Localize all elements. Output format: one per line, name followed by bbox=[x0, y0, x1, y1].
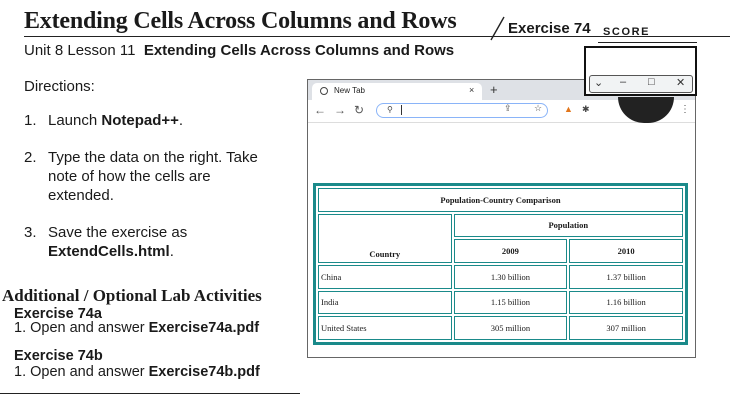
browser-tab[interactable]: New Tab × bbox=[312, 83, 482, 100]
table-row: India 1.15 billion 1.16 billion bbox=[318, 290, 683, 315]
lesson-number: Unit 8 Lesson 11 bbox=[24, 42, 136, 59]
exercise-74a-file: Exercise74a.pdf bbox=[148, 320, 260, 336]
exercise-74b-title: Exercise 74b bbox=[14, 348, 103, 364]
tab-close-icon[interactable]: × bbox=[469, 85, 475, 95]
section-rule bbox=[0, 393, 300, 394]
search-icon: ⚲ bbox=[387, 105, 393, 114]
browser-toolbar: ← → ↻ ⚲ ⇪ ☆ ▲ ✱ ⋮ bbox=[308, 100, 695, 123]
text-caret bbox=[401, 105, 402, 115]
country-header: Country bbox=[318, 213, 452, 263]
population-2010-cell: 1.16 billion bbox=[569, 290, 683, 315]
table-caption: Population-Country Comparison bbox=[318, 188, 683, 212]
score-label: Score bbox=[603, 22, 651, 39]
population-2009-cell: 1.15 billion bbox=[453, 290, 568, 315]
page-title: Extending Cells Across Columns and Rows bbox=[24, 8, 457, 34]
browser-menu-icon[interactable]: ⋮ bbox=[680, 104, 690, 115]
population-2010-cell: 307 million bbox=[569, 316, 683, 340]
lesson-topic: Extending Cells Across Columns and Rows bbox=[143, 42, 455, 59]
year-header-2010: 2010 bbox=[569, 239, 683, 263]
close-icon[interactable]: ✕ bbox=[676, 77, 686, 89]
additional-activities-heading: Additional / Optional Lab Activities bbox=[2, 286, 262, 305]
extensions-puzzle-icon[interactable]: ✱ bbox=[582, 104, 590, 114]
country-cell: India bbox=[318, 290, 452, 315]
minimize-icon[interactable]: – bbox=[620, 76, 627, 88]
exercise-74b-file: Exercise74b.pdf bbox=[148, 364, 260, 380]
metamask-extension-icon[interactable]: ▲ bbox=[564, 104, 573, 114]
address-bar[interactable]: ⚲ bbox=[376, 103, 548, 118]
reload-icon[interactable]: ↻ bbox=[354, 103, 365, 117]
tab-title: New Tab bbox=[334, 86, 365, 95]
population-table: Population-Country Comparison Country Po… bbox=[313, 183, 688, 345]
back-icon[interactable]: ← bbox=[314, 103, 326, 117]
forward-icon[interactable]: → bbox=[334, 103, 346, 117]
table-row: China 1.30 billion 1.37 billion bbox=[318, 264, 683, 289]
maximize-icon[interactable]: □ bbox=[648, 76, 655, 88]
title-rule bbox=[24, 36, 730, 37]
exercise-label: Exercise 74 bbox=[508, 20, 591, 37]
filename-extendcells: ExtendCells.html bbox=[48, 243, 170, 260]
score-underline bbox=[598, 42, 697, 43]
browser-window: New Tab × + ← → ↻ ⚲ ⇪ ☆ ▲ ✱ ⋮ bbox=[307, 79, 696, 358]
window-controls: ⌄ – □ ✕ bbox=[589, 75, 693, 93]
bookmark-star-icon[interactable]: ☆ bbox=[534, 103, 543, 113]
exercise-74a-instruction: 1. Open and answer Exercise74a.pdf bbox=[14, 320, 260, 336]
exercise-74a-title: Exercise 74a bbox=[14, 306, 102, 322]
table-row: United States 305 million 307 million bbox=[318, 316, 683, 340]
title-divider-slash bbox=[490, 16, 505, 41]
population-header: Population bbox=[453, 213, 683, 238]
population-2009-cell: 1.30 billion bbox=[453, 264, 568, 289]
notepad-app-name: Notepad++ bbox=[101, 112, 179, 129]
exercise-74b-instruction: 1. Open and answer Exercise74b.pdf bbox=[14, 364, 260, 380]
country-cell: China bbox=[318, 264, 452, 289]
new-tab-button[interactable]: + bbox=[490, 82, 498, 97]
share-icon[interactable]: ⇪ bbox=[504, 103, 512, 113]
directions-heading: Directions: bbox=[24, 78, 95, 95]
population-2009-cell: 305 million bbox=[453, 316, 568, 340]
lesson-subtitle: Unit 8 Lesson 11 Extending Cells Across … bbox=[24, 42, 454, 59]
year-header-2009: 2009 bbox=[453, 239, 568, 263]
country-cell: United States bbox=[318, 316, 452, 340]
window-controls-callout: ⌄ – □ ✕ bbox=[584, 46, 697, 96]
population-2010-cell: 1.37 billion bbox=[569, 264, 683, 289]
chevron-down-icon[interactable]: ⌄ bbox=[594, 77, 604, 89]
globe-icon bbox=[320, 87, 328, 95]
